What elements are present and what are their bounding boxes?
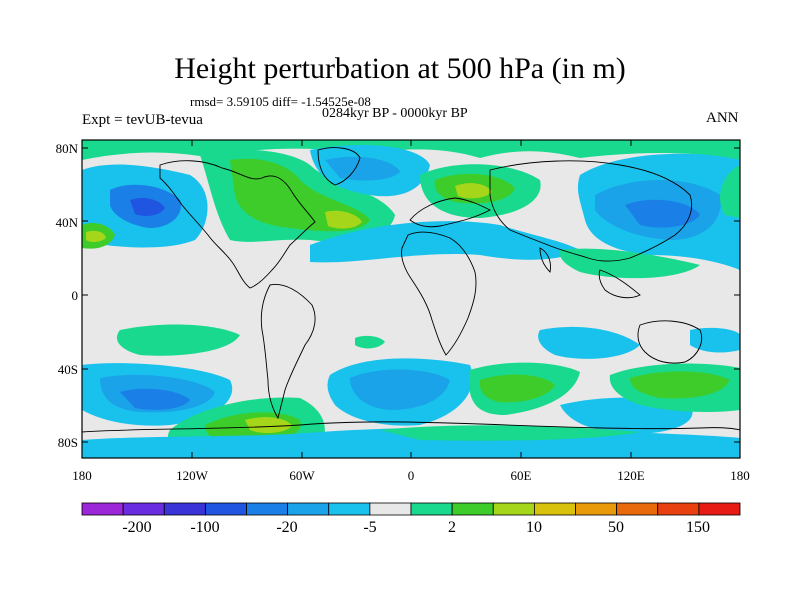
colorbar-label: 50 bbox=[608, 519, 624, 536]
colorbar-swatch bbox=[163, 502, 206, 516]
colorbar-swatch bbox=[204, 502, 247, 516]
lat-label-40s: 40S bbox=[57, 362, 78, 377]
asia-outline bbox=[489, 160, 693, 262]
india-outline bbox=[539, 247, 551, 273]
lon-label-120w: 120W bbox=[176, 468, 208, 483]
lat-label-80n: 80N bbox=[55, 141, 78, 156]
coastlines bbox=[82, 147, 740, 433]
colorbar bbox=[81, 502, 741, 516]
lat-label-0: 0 bbox=[71, 288, 79, 303]
contour-field bbox=[82, 140, 740, 458]
colorbar-swatch bbox=[575, 502, 618, 516]
contour-region-arctic bbox=[82, 140, 740, 160]
europe-outline bbox=[409, 197, 491, 228]
colorbar-swatch bbox=[410, 502, 453, 516]
contour-region-easia-green bbox=[559, 248, 700, 279]
colorbar-swatch bbox=[657, 502, 700, 516]
greenland-outline bbox=[317, 147, 361, 186]
lat-label-80s: 80S bbox=[57, 435, 78, 450]
colorbar-swatch bbox=[246, 502, 289, 516]
contour-region-sind-mid bbox=[479, 374, 555, 403]
experiment-label: Expt = tevUB-tevua bbox=[82, 112, 203, 128]
antarctica-outline bbox=[82, 421, 740, 433]
contour-region-asia-green bbox=[720, 165, 740, 218]
colorbar-label: -5 bbox=[363, 519, 377, 536]
colorbar-swatch bbox=[81, 502, 124, 516]
lat-label-40n: 40N bbox=[55, 215, 78, 230]
lon-label-60w: 60W bbox=[289, 468, 315, 483]
period-text: 0284kyr BP - 0000kyr BP bbox=[322, 106, 468, 121]
africa-outline bbox=[401, 231, 477, 356]
australia-outline bbox=[637, 320, 703, 364]
colorbar-label: -200 bbox=[122, 519, 152, 536]
colorbar-swatch bbox=[122, 502, 165, 516]
lon-label-180e: 180 bbox=[730, 468, 750, 483]
frame-ticks bbox=[82, 140, 740, 458]
colorbar-swatch bbox=[616, 502, 659, 516]
lon-label-180w: 180 bbox=[72, 468, 92, 483]
north-america-outline bbox=[159, 160, 316, 289]
lon-label-60e: 60E bbox=[510, 468, 532, 483]
contour-region-trop-green bbox=[116, 324, 240, 356]
contour-region-europe-yellow bbox=[455, 183, 492, 199]
lon-label-120e: 120E bbox=[617, 468, 645, 483]
contour-region-natl-blue-mid bbox=[325, 156, 400, 181]
map-title: Height perturbation at 500 hPa (in m) bbox=[174, 52, 626, 85]
colorbar-swatch bbox=[287, 502, 330, 516]
season-label: ANN bbox=[706, 110, 739, 126]
colorbar-label: 150 bbox=[686, 519, 710, 536]
colorbar-swatch bbox=[533, 502, 576, 516]
colorbar-label: 10 bbox=[526, 519, 542, 536]
colorbar-swatch bbox=[451, 502, 494, 516]
colorbar-swatch bbox=[328, 502, 371, 516]
contour-region-antarctic-green bbox=[380, 425, 640, 441]
se-asia-outline bbox=[598, 269, 641, 299]
colorbar-label: 2 bbox=[448, 519, 456, 536]
contour-region-indian-blue bbox=[538, 326, 640, 359]
contour-region-npac-yellow bbox=[86, 230, 106, 243]
contour-region-sam-yellow bbox=[245, 417, 292, 434]
contour-region-npac-core bbox=[130, 197, 165, 216]
colorbar-label: -20 bbox=[276, 519, 298, 536]
colorbar-label: -100 bbox=[190, 519, 220, 536]
contour-region-aus-mid bbox=[630, 371, 730, 399]
south-america-outline bbox=[260, 284, 316, 420]
stats-text: rmsd= 3.59105 diff= -1.54525e-08 bbox=[190, 94, 371, 109]
contour-region-asia-deep bbox=[625, 199, 700, 228]
contour-region-satl-mid bbox=[350, 369, 450, 410]
lon-label-0: 0 bbox=[407, 468, 415, 483]
colorbar-swatch bbox=[698, 502, 741, 516]
contour-region-natl-yellow bbox=[325, 210, 362, 229]
contour-region-wpac-blue bbox=[690, 327, 740, 353]
map-frame bbox=[81, 139, 741, 459]
colorbar-swatch bbox=[369, 502, 412, 516]
contour-region-spac-deep bbox=[120, 388, 190, 410]
colorbar-swatch bbox=[492, 502, 535, 516]
contour-region-trop-green-small bbox=[355, 335, 385, 349]
